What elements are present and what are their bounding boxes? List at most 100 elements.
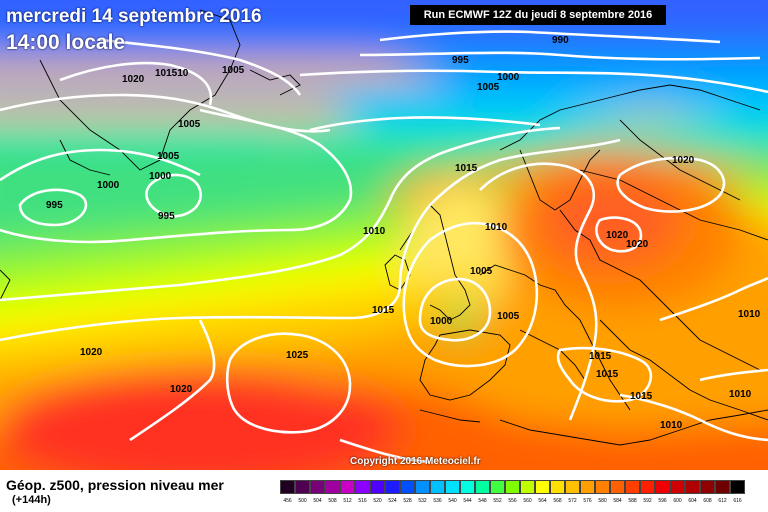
color-scale-swatch	[310, 480, 325, 494]
color-scale-swatch	[385, 480, 400, 494]
isobar-label: 1005	[477, 82, 500, 93]
color-scale-label: 560	[523, 498, 532, 504]
isobar-label: 1015	[596, 369, 619, 380]
color-scale-label: 564	[538, 498, 547, 504]
legend-title: Géop. z500, pression niveau mer	[6, 477, 224, 493]
isobar-label: 1005	[497, 311, 520, 322]
color-scale-label: 540	[448, 498, 457, 504]
isobar-label: 1000	[97, 180, 120, 191]
isobar-label: 1005	[178, 119, 201, 130]
isobars	[0, 30, 768, 464]
color-scale-swatch	[445, 480, 460, 494]
color-scale-swatch	[415, 480, 430, 494]
color-scale-label: 608	[703, 498, 712, 504]
color-scale-swatch	[460, 480, 475, 494]
color-scale-label: 588	[628, 498, 637, 504]
color-scale-label: 512	[343, 498, 352, 504]
color-scale-swatch	[700, 480, 715, 494]
isobar-label: 1015	[589, 351, 612, 362]
isobar-label: 1020	[122, 74, 145, 85]
color-scale-swatch	[580, 480, 595, 494]
isobar-label: 1020	[170, 384, 193, 395]
color-scale-swatch	[625, 480, 640, 494]
isobar-label: 1000	[149, 171, 172, 182]
color-scale-label: 548	[478, 498, 487, 504]
color-scale-label: 584	[613, 498, 622, 504]
isobar-label: 101510	[155, 68, 189, 79]
isobar-label: 1010	[660, 420, 683, 431]
color-scale-label: 596	[658, 498, 667, 504]
color-scale-swatch	[340, 480, 355, 494]
color-scale-label: 604	[688, 498, 697, 504]
isobar-label: 1000	[497, 72, 520, 83]
color-scale-swatch	[505, 480, 520, 494]
color-scale-swatch	[595, 480, 610, 494]
isobar-label: 1010	[729, 389, 752, 400]
color-scale-swatch	[550, 480, 565, 494]
color-scale-swatch	[280, 480, 295, 494]
color-scale-swatch	[565, 480, 580, 494]
color-scale-label: 576	[583, 498, 592, 504]
color-scale-label: 568	[553, 498, 562, 504]
color-scale-label: 556	[508, 498, 517, 504]
color-scale-swatch	[475, 480, 490, 494]
color-scale-label: 592	[643, 498, 652, 504]
color-scale-label: 544	[463, 498, 472, 504]
color-scale-labels: 456 500 504 508 512 516 520 524 528 532 536 540 544 5…	[280, 498, 745, 504]
forecast-date-title: mercredi 14 septembre 2016	[6, 6, 262, 27]
color-scale-label: 616	[733, 498, 742, 504]
color-scale-swatch	[730, 480, 745, 494]
isobar-label: 1025	[286, 350, 309, 361]
color-scale-label: 508	[328, 498, 337, 504]
isobar-label: 1015	[372, 305, 395, 316]
weather-map: 990 995 1000 1005 1020 101510 1005 1005 …	[0, 0, 768, 470]
color-scale-swatch	[520, 480, 535, 494]
color-scale-label: 524	[388, 498, 397, 504]
run-info-box: Run ECMWF 12Z du jeudi 8 septembre 2016	[410, 5, 666, 25]
isobar-label: 1000	[430, 316, 453, 327]
color-scale-label: 580	[598, 498, 607, 504]
color-scale-swatch	[685, 480, 700, 494]
isobar-label: 1015	[455, 163, 478, 174]
color-scale-swatch	[400, 480, 415, 494]
color-scale-swatch	[355, 480, 370, 494]
color-scale-label: 552	[493, 498, 502, 504]
isobar-label: 1010	[363, 226, 386, 237]
isobar-label: 1010	[485, 222, 508, 233]
color-scale-label: 516	[358, 498, 367, 504]
isobar-label: 1005	[222, 65, 245, 76]
color-scale-swatch	[325, 480, 340, 494]
isobar-label: 1005	[157, 151, 180, 162]
isobar-label: 1005	[470, 266, 493, 277]
isobar-label: 1015	[630, 391, 653, 402]
color-scale-swatch	[490, 480, 505, 494]
color-scale-swatch	[670, 480, 685, 494]
color-scale-label: 600	[673, 498, 682, 504]
color-scale-swatch	[370, 480, 385, 494]
color-scale-swatch	[295, 480, 310, 494]
color-scale-swatch	[430, 480, 445, 494]
isobar-label: 1020	[626, 239, 649, 250]
color-scale-label: 500	[298, 498, 307, 504]
color-scale-label: 520	[373, 498, 382, 504]
color-scale-swatch	[655, 480, 670, 494]
legend-panel: Géop. z500, pression niveau mer (+144h) …	[0, 470, 768, 512]
isobar-label: 1020	[606, 230, 629, 241]
color-scale-label: 456	[283, 498, 292, 504]
isobar-label: 995	[452, 55, 469, 66]
color-scale	[280, 480, 745, 496]
legend-subtitle: (+144h)	[12, 494, 51, 506]
color-scale-label: 532	[418, 498, 427, 504]
color-scale-label: 528	[403, 498, 412, 504]
color-scale-label: 612	[718, 498, 727, 504]
copyright-text: Copyright 2016 Meteociel.fr	[350, 456, 481, 467]
isobar-label: 1020	[672, 155, 695, 166]
isobar-label: 1020	[80, 347, 103, 358]
isobar-label: 995	[46, 200, 63, 211]
color-scale-swatch	[535, 480, 550, 494]
isobar-label: 995	[158, 211, 175, 222]
isobar-labels: 990 995 1000 1005 1020 101510 1005 1005 …	[46, 35, 761, 431]
isobar-label: 1010	[738, 309, 761, 320]
color-scale-swatch	[715, 480, 730, 494]
isobar-label: 990	[552, 35, 569, 46]
